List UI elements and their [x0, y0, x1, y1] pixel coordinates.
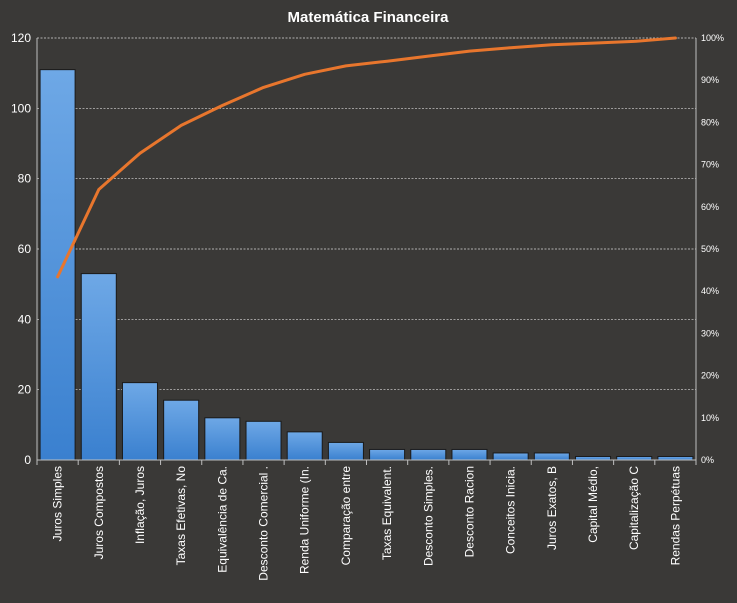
left-tick-label: 60 — [18, 242, 32, 256]
cumulative-percentage-line — [56, 36, 677, 279]
bar — [121, 382, 158, 461]
axes — [36, 38, 697, 465]
category-label: Capitalização C — [627, 466, 641, 550]
category-label: Taxas Equivalent. — [380, 466, 394, 560]
left-tick-label: 80 — [18, 172, 32, 186]
category-label: Equivalência de Ca. — [215, 466, 229, 573]
left-axis-ticks: 0 20 40 60 80 100 120 — [11, 31, 31, 467]
category-label: Comparação entre — [339, 466, 353, 566]
right-tick-label: 20% — [701, 371, 719, 381]
bar — [575, 455, 612, 461]
bar — [327, 441, 364, 461]
bar — [39, 69, 76, 461]
left-tick-label: 120 — [11, 31, 31, 45]
right-tick-label: 10% — [701, 413, 719, 423]
category-label: Capital Médio, — [586, 466, 600, 543]
bar — [616, 455, 653, 461]
bar — [80, 273, 117, 461]
category-label: Juros Exatos, B — [545, 466, 559, 550]
category-label: Inflação, Juros — [133, 466, 147, 544]
category-label: Juros Simples — [51, 466, 65, 541]
right-tick-label: 60% — [701, 202, 719, 212]
right-tick-label: 30% — [701, 328, 719, 338]
bar — [451, 448, 488, 461]
right-tick-label: 0% — [701, 455, 714, 465]
category-label: Renda Uniforme (In. — [298, 466, 312, 574]
category-label: Desconto Racion — [462, 466, 476, 557]
category-label: Desconto Comercial . — [257, 466, 271, 581]
right-tick-label: 50% — [701, 244, 719, 254]
category-label: Taxas Efetivas, No — [174, 466, 188, 566]
right-tick-label: 100% — [701, 33, 724, 43]
left-tick-label: 0 — [24, 453, 31, 467]
bar — [245, 420, 282, 461]
chart-title: Matemática Financeira — [288, 9, 450, 26]
right-axis-ticks: 0% 10% 20% 30% 40% 50% 60% 70% 80% 90% 100% — [701, 33, 724, 465]
bar — [286, 431, 323, 461]
right-tick-label: 40% — [701, 286, 719, 296]
right-tick-label: 70% — [701, 160, 719, 170]
right-tick-label: 80% — [701, 117, 719, 127]
left-tick-label: 100 — [11, 101, 31, 115]
left-tick-label: 20 — [18, 383, 32, 397]
category-label: Desconto Simples. — [421, 466, 435, 566]
bar — [369, 448, 406, 461]
bar — [204, 417, 241, 461]
right-tick-label: 90% — [701, 75, 719, 85]
bar — [163, 399, 200, 461]
cumulative-line-layer — [56, 36, 677, 279]
category-label: Juros Compostos — [92, 466, 106, 559]
left-tick-label: 40 — [18, 312, 32, 326]
bar — [533, 452, 570, 461]
bar — [657, 455, 694, 461]
category-label: Conceitos Inicia. — [504, 466, 518, 554]
category-label: Rendas Perpétuas — [668, 466, 682, 565]
category-labels: Juros Simples Juros Compostos Inflação, Ju… — [51, 466, 683, 581]
bar — [410, 448, 447, 461]
bar — [492, 452, 529, 461]
